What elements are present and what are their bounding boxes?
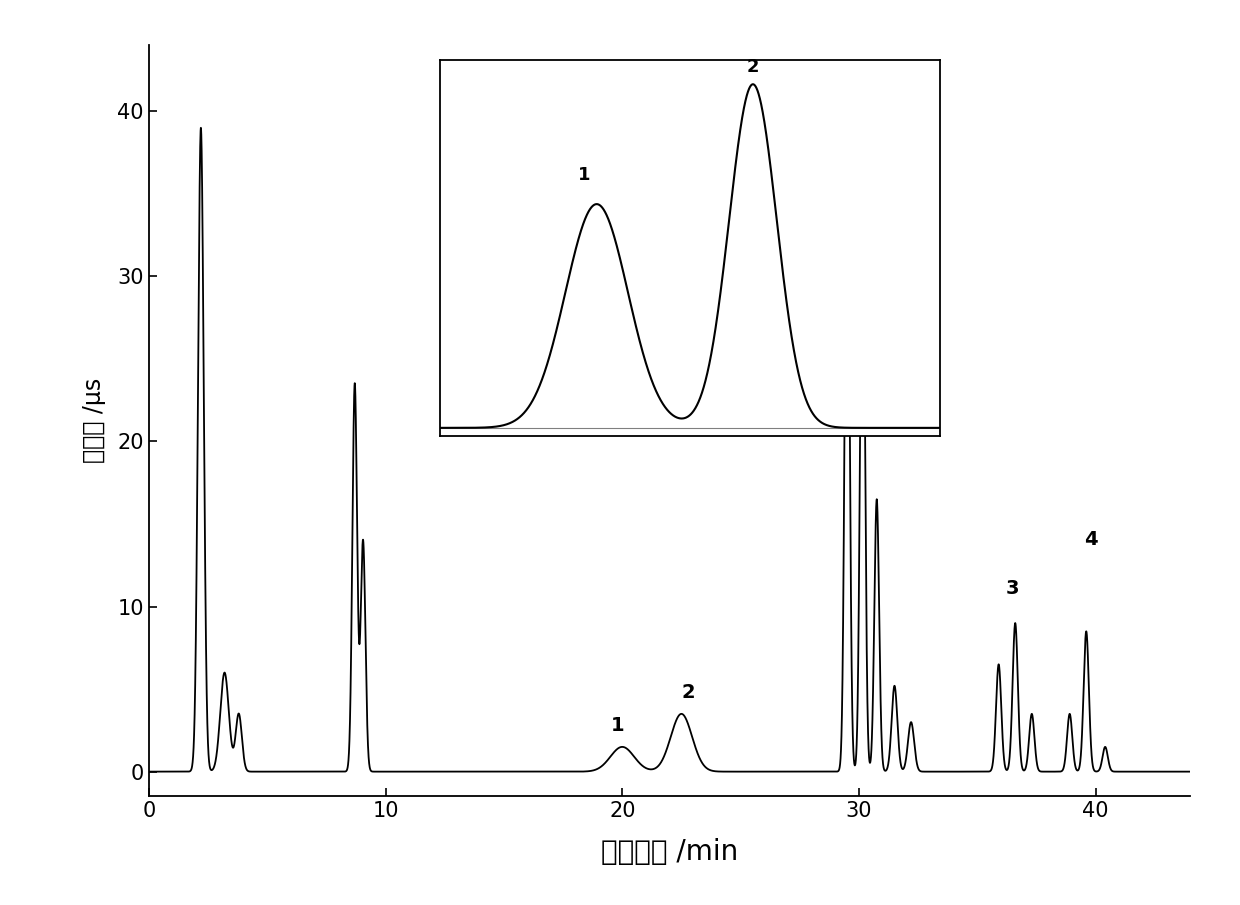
- Text: 1: 1: [611, 717, 624, 736]
- Text: 2: 2: [682, 683, 696, 702]
- Y-axis label: 电导率 /μs: 电导率 /μs: [82, 378, 107, 463]
- Text: 3: 3: [1006, 579, 1019, 598]
- Text: 4: 4: [1084, 529, 1097, 548]
- X-axis label: 保留时间 /min: 保留时间 /min: [601, 838, 738, 866]
